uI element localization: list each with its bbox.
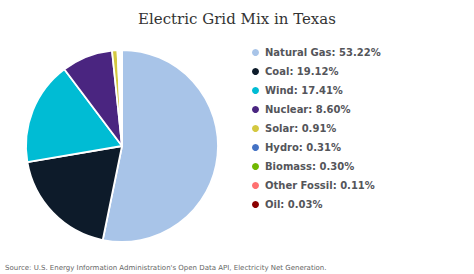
svg-text:Solar: 0.91%: Solar: 0.91% xyxy=(265,123,336,134)
svg-text:Other Fossil: 0.11%: Other Fossil: 0.11% xyxy=(265,180,375,191)
svg-text:Hydro: 0.31%: Hydro: 0.31% xyxy=(265,142,341,153)
svg-text:Nuclear: 8.60%: Nuclear: 8.60% xyxy=(265,104,350,115)
svg-text:Wind: 17.41%: Wind: 17.41% xyxy=(265,85,343,96)
svg-text:Oil: 0.03%: Oil: 0.03% xyxy=(265,199,323,210)
svg-text:Biomass: 0.30%: Biomass: 0.30% xyxy=(265,161,354,172)
svg-text:Electric Grid Mix in Texas: Electric Grid Mix in Texas xyxy=(138,10,336,28)
svg-text:Coal: 19.12%: Coal: 19.12% xyxy=(265,66,339,77)
svg-text:Natural Gas: 53.22%: Natural Gas: 53.22% xyxy=(265,47,381,58)
svg-text:Source: U.S. Energy Informatio: Source: U.S. Energy Information Administ… xyxy=(5,264,327,272)
